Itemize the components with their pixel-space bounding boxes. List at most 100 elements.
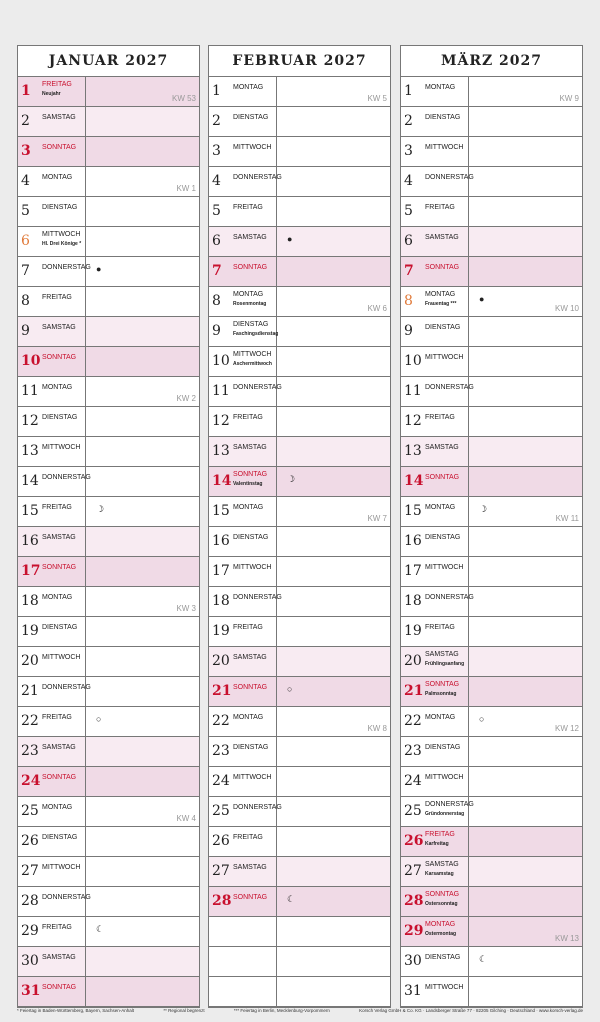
day-row[interactable]: 26 Freitag Karfreitag [401,827,582,857]
day-entry-area[interactable] [469,437,582,466]
day-entry-area[interactable]: KW 5 [277,77,390,106]
day-row[interactable]: 14 Donnerstag [18,467,199,497]
day-entry-area[interactable] [277,377,390,406]
day-entry-area[interactable] [277,197,390,226]
day-entry-area[interactable] [469,887,582,916]
day-entry-area[interactable] [469,557,582,586]
day-entry-area[interactable] [469,617,582,646]
day-entry-area[interactable] [86,617,199,646]
day-row[interactable]: 21 Sonntag ○ [209,677,390,707]
day-row[interactable]: 26 Freitag [209,827,390,857]
day-entry-area[interactable] [86,437,199,466]
day-entry-area[interactable] [277,647,390,676]
day-row[interactable]: 22 Montag ○ KW 12 [401,707,582,737]
day-entry-area[interactable] [86,347,199,376]
day-entry-area[interactable] [86,287,199,316]
day-row[interactable] [209,947,390,977]
day-row[interactable]: 6 Samstag [401,227,582,257]
day-entry-area[interactable] [277,587,390,616]
day-row[interactable]: 14 Sonntag [401,467,582,497]
day-entry-area[interactable]: KW 53 [86,77,199,106]
day-row[interactable]: 3 Mittwoch [401,137,582,167]
day-row[interactable]: 28 Sonntag Ostersonntag [401,887,582,917]
day-entry-area[interactable] [469,197,582,226]
day-entry-area[interactable]: ○ [277,677,390,706]
day-entry-area[interactable]: ○ [86,707,199,736]
day-entry-area[interactable] [277,977,390,1006]
day-entry-area[interactable]: ☽ [277,467,390,496]
day-entry-area[interactable] [86,947,199,976]
day-entry-area[interactable] [277,317,390,346]
day-row[interactable]: 23 Dienstag [401,737,582,767]
day-row[interactable]: 13 Samstag [209,437,390,467]
day-row[interactable]: 12 Dienstag [18,407,199,437]
day-row[interactable]: 15 Montag KW 7 [209,497,390,527]
day-row[interactable]: 31 Sonntag [18,977,199,1007]
day-entry-area[interactable] [86,137,199,166]
day-entry-area[interactable] [469,527,582,556]
day-entry-area[interactable] [469,587,582,616]
day-row[interactable]: 3 Sonntag [18,137,199,167]
day-row[interactable]: 15 Freitag ☽ [18,497,199,527]
day-row[interactable]: 2 Dienstag [401,107,582,137]
day-row[interactable]: 24 Mittwoch [209,767,390,797]
day-row[interactable]: 7 Sonntag [209,257,390,287]
day-entry-area[interactable] [86,317,199,346]
day-row[interactable]: 11 Donnerstag [209,377,390,407]
day-entry-area[interactable] [86,857,199,886]
day-row[interactable]: 10 Mittwoch [401,347,582,377]
day-row[interactable]: 31 Mittwoch [401,977,582,1007]
day-entry-area[interactable] [469,227,582,256]
day-row[interactable]: 17 Sonntag [18,557,199,587]
day-entry-area[interactable] [86,647,199,676]
day-entry-area[interactable]: KW 7 [277,497,390,526]
day-row[interactable]: 24 Mittwoch [401,767,582,797]
day-row[interactable]: 9 Samstag [18,317,199,347]
day-entry-area[interactable]: KW 2 [86,377,199,406]
day-entry-area[interactable] [277,137,390,166]
day-row[interactable]: 9 Dienstag Faschingsdienstag [209,317,390,347]
day-entry-area[interactable] [469,317,582,346]
day-entry-area[interactable]: ● [86,257,199,286]
day-row[interactable]: 6 Samstag ● [209,227,390,257]
day-entry-area[interactable] [469,647,582,676]
day-entry-area[interactable]: ● KW 10 [469,287,582,316]
day-row[interactable]: 5 Dienstag [18,197,199,227]
day-entry-area[interactable] [86,887,199,916]
day-row[interactable]: 18 Donnerstag [401,587,582,617]
day-entry-area[interactable] [277,827,390,856]
day-row[interactable]: 7 Donnerstag ● [18,257,199,287]
day-entry-area[interactable] [86,527,199,556]
day-row[interactable]: 24 Sonntag [18,767,199,797]
day-entry-area[interactable] [277,857,390,886]
day-row[interactable]: 29 Freitag ☾ [18,917,199,947]
day-row[interactable]: 27 Mittwoch [18,857,199,887]
day-entry-area[interactable] [469,137,582,166]
day-entry-area[interactable] [86,407,199,436]
day-entry-area[interactable] [469,767,582,796]
day-row[interactable]: 25 Donnerstag Gründonnerstag [401,797,582,827]
day-row[interactable]: 2 Dienstag [209,107,390,137]
day-row[interactable]: 16 Dienstag [401,527,582,557]
day-entry-area[interactable]: KW 4 [86,797,199,826]
day-entry-area[interactable] [469,347,582,376]
day-row[interactable]: 18 Montag KW 3 [18,587,199,617]
day-entry-area[interactable] [86,737,199,766]
day-row[interactable]: 12 Freitag [209,407,390,437]
day-row[interactable]: 19 Freitag [209,617,390,647]
day-row[interactable]: 5 Freitag [209,197,390,227]
day-row[interactable]: 7 Sonntag [401,257,582,287]
day-row[interactable]: 1 Montag KW 9 [401,77,582,107]
day-row[interactable]: 4 Montag KW 1 [18,167,199,197]
day-entry-area[interactable] [277,617,390,646]
day-row[interactable] [209,977,390,1007]
day-row[interactable]: 25 Donnerstag [209,797,390,827]
day-entry-area[interactable] [86,827,199,856]
day-row[interactable]: 23 Dienstag [209,737,390,767]
day-entry-area[interactable]: KW 9 [469,77,582,106]
day-row[interactable]: 15 Montag ☽ KW 11 [401,497,582,527]
day-row[interactable]: 5 Freitag [401,197,582,227]
day-entry-area[interactable] [469,797,582,826]
day-entry-area[interactable] [277,767,390,796]
day-entry-area[interactable] [469,257,582,286]
